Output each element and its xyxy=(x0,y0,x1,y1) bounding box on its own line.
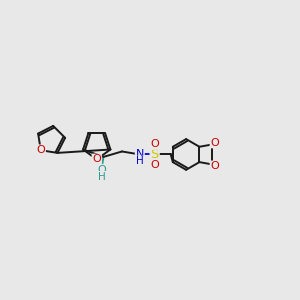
Text: H: H xyxy=(136,156,144,167)
Text: S: S xyxy=(151,148,159,161)
Text: O: O xyxy=(36,145,45,155)
Text: O: O xyxy=(150,160,159,170)
Text: O: O xyxy=(97,165,106,175)
Text: H: H xyxy=(98,172,105,182)
Text: O: O xyxy=(92,154,101,164)
Text: O: O xyxy=(210,161,219,171)
Text: O: O xyxy=(150,139,159,149)
Text: O: O xyxy=(210,138,219,148)
Text: N: N xyxy=(136,149,144,159)
